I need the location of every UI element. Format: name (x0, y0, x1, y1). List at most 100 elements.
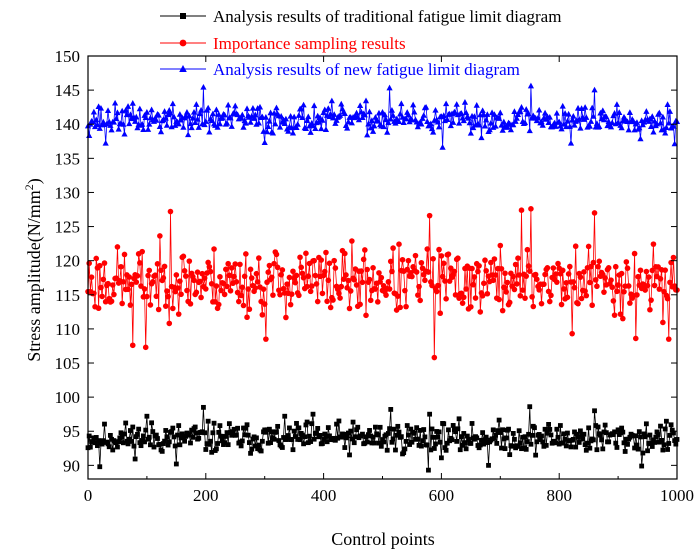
series-2-point (409, 273, 415, 280)
series-1-point (355, 424, 361, 430)
series-1-point (639, 463, 645, 469)
series-3-point (571, 121, 578, 128)
series-1-point (635, 446, 641, 452)
series-2-point (95, 305, 102, 312)
series-3-point (223, 119, 231, 126)
series-3-point (613, 101, 621, 107)
series-1-point (348, 428, 354, 434)
series-3-point (372, 114, 379, 120)
series-1-point (92, 440, 98, 446)
series-2-point (544, 265, 551, 271)
series-3-point (637, 135, 644, 142)
series-2-point (499, 307, 506, 314)
series-3-point (193, 101, 200, 107)
series-3-point (216, 120, 224, 127)
plot-area (84, 82, 681, 473)
series-1-point (496, 417, 502, 423)
series-1-point (135, 431, 140, 437)
series-1-point (210, 430, 216, 436)
series-2-point (496, 296, 502, 303)
series-1-point (160, 441, 166, 446)
series-1-point (87, 444, 93, 450)
series-1-point (376, 440, 382, 446)
series-2-point (261, 301, 268, 307)
series-2-point (642, 287, 648, 293)
series-1-point (226, 421, 232, 427)
series-3-point (659, 113, 666, 120)
series-1-point (636, 429, 642, 435)
series-2-point (127, 302, 134, 308)
series-2-point (126, 274, 133, 280)
series-2-point (387, 258, 394, 265)
series-1-point (595, 424, 601, 430)
series-3-point (566, 123, 573, 129)
series-2-point (318, 257, 325, 263)
series-3-point (121, 130, 128, 137)
series-2-point (186, 258, 193, 264)
series-1-point (553, 440, 559, 446)
series-2-point (311, 257, 317, 264)
series-3-point (156, 123, 163, 130)
series-2-point (575, 300, 581, 307)
series-1-point (350, 419, 356, 425)
series-2-point (417, 297, 423, 304)
series-1-point (314, 430, 319, 436)
series-1-point (371, 440, 377, 446)
series-2-point (161, 263, 168, 270)
series-3-point (219, 114, 226, 121)
series-1-point (431, 446, 437, 451)
series-3-point (214, 124, 221, 130)
series-1-point (590, 437, 596, 443)
series-3-point (603, 113, 610, 120)
series-2-point (526, 268, 533, 274)
series-1-point (144, 413, 150, 419)
y-tick-label: 95 (63, 422, 80, 441)
series-3-point (420, 112, 427, 118)
series-1-point (165, 442, 171, 448)
series-1-point (652, 440, 658, 445)
series-1-point (390, 436, 396, 442)
series-2-point (490, 277, 497, 284)
series-1-point (439, 455, 444, 461)
series-1-point (164, 434, 170, 440)
series-3-point (483, 116, 490, 123)
series-1-point (580, 436, 586, 442)
series-2-point (516, 272, 522, 278)
series-3-point (481, 122, 489, 129)
series-3-point (234, 111, 241, 118)
series-3-point (263, 128, 271, 135)
series-2-point (166, 320, 173, 327)
series-3-point (467, 129, 474, 136)
series-2-point (390, 245, 396, 251)
series-2-point (657, 275, 664, 282)
series-1-point (406, 432, 411, 438)
series-2-point (321, 268, 328, 275)
series-1-point (483, 434, 489, 440)
series-2-point (244, 314, 250, 321)
series-3-point (616, 109, 623, 116)
series-1-point (203, 447, 209, 452)
series-1-point (673, 441, 679, 447)
series-2-point (470, 281, 477, 288)
series-1-point (453, 429, 458, 435)
series-2-point (554, 279, 560, 285)
series-2-point (343, 272, 349, 278)
series-1-point (263, 429, 269, 435)
series-2-point (558, 301, 565, 308)
series-1-point (143, 427, 149, 433)
series-3-point (450, 119, 457, 125)
series-2-point (223, 266, 229, 273)
series-3-point (397, 110, 404, 117)
series-3-point (539, 122, 546, 128)
series-2-point (142, 344, 149, 351)
x-tick-label: 0 (84, 486, 93, 505)
series-3-point (136, 105, 143, 112)
series-3-point (271, 109, 278, 116)
series-2-point (247, 266, 254, 273)
series-2-point (293, 272, 300, 279)
series-2-point (481, 280, 487, 287)
series-2-point (358, 268, 365, 274)
series-3-point (492, 122, 499, 129)
series-2-point (456, 295, 462, 301)
